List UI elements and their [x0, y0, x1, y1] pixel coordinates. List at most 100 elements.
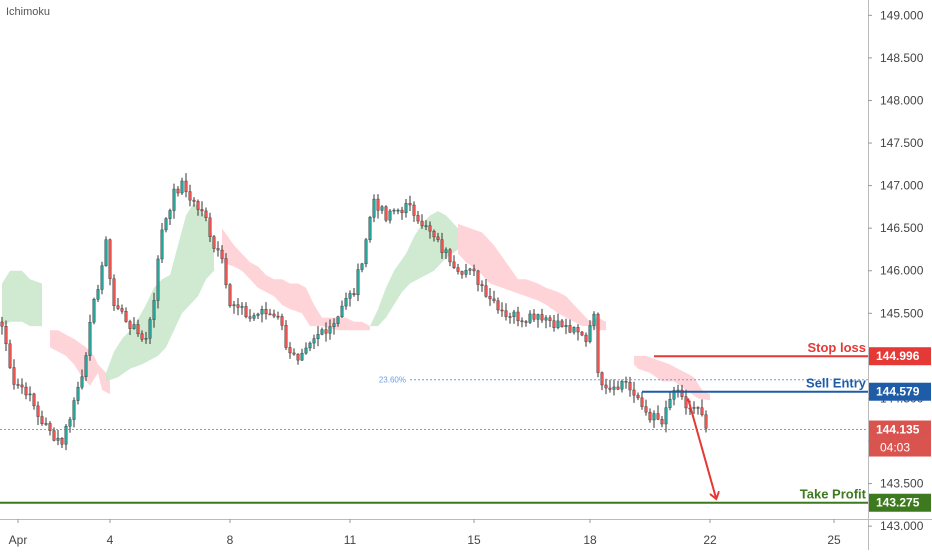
x-tick-label: Apr: [9, 533, 28, 547]
candle-body: [640, 397, 644, 407]
candle-body: [664, 407, 668, 425]
x-tick-label: 4: [107, 533, 114, 547]
candle-body: [16, 384, 20, 386]
candle-body: [228, 284, 232, 307]
candle-body: [300, 352, 304, 361]
candle-body: [584, 334, 588, 342]
candle-body: [652, 413, 656, 421]
candle-body: [140, 333, 144, 340]
candle-body: [344, 298, 348, 307]
candle-body: [196, 201, 200, 210]
candle-body: [396, 209, 400, 212]
candle-body: [96, 289, 100, 300]
candle-body: [444, 249, 448, 253]
candle-body: [36, 405, 40, 417]
y-tick-label: 146.500: [880, 221, 924, 235]
candle-body: [656, 413, 660, 420]
candle-body: [60, 438, 64, 445]
candle-body: [332, 323, 336, 327]
candle-body: [432, 230, 436, 238]
candle-body: [424, 225, 428, 227]
candle-body: [500, 309, 504, 312]
candle-body: [256, 313, 260, 316]
candle-body: [680, 389, 684, 397]
candle-body: [588, 325, 592, 342]
candle-body: [232, 304, 236, 307]
candle-body: [504, 310, 508, 317]
candle-body: [568, 325, 572, 333]
ichimoku-cloud-bull: [2, 270, 42, 327]
candle-body: [408, 203, 412, 206]
candle-body: [476, 270, 480, 285]
candle-body: [480, 284, 484, 286]
candle-body: [0, 321, 4, 327]
candle-body: [592, 313, 596, 326]
candle-body: [92, 298, 96, 323]
candle-body: [220, 249, 224, 259]
candle-body: [404, 203, 408, 213]
candle-body: [636, 394, 640, 399]
current-price-tag: [869, 420, 931, 439]
indicator-label[interactable]: Ichimoku: [6, 6, 51, 18]
candle-body: [628, 381, 632, 391]
candle-body: [608, 387, 612, 390]
candle-body: [212, 236, 216, 249]
candle-body: [520, 320, 524, 323]
candles: [0, 173, 708, 451]
candle-body: [276, 315, 280, 318]
candle-body: [492, 298, 496, 301]
countdown-tag-text: 04:03: [880, 441, 910, 455]
entry-label: Sell Entry: [806, 376, 867, 391]
candle-body: [672, 390, 676, 400]
candle-body: [360, 263, 364, 270]
candle-body: [684, 396, 688, 409]
candle-body: [456, 267, 460, 272]
y-tick-label: 147.000: [880, 179, 924, 193]
candle-body: [496, 300, 500, 311]
candle-body: [612, 386, 616, 390]
candle-body: [236, 304, 240, 308]
ichimoku-cloud-bear: [458, 223, 606, 331]
candle-body: [72, 400, 76, 420]
candle-body: [380, 206, 384, 211]
x-tick-label: 22: [703, 533, 717, 547]
candle-body: [420, 220, 424, 227]
candle-body: [560, 320, 564, 327]
ichimoku-cloud-bull: [106, 202, 214, 382]
y-tick-label: 146.000: [880, 264, 924, 278]
candle-body: [4, 325, 8, 345]
candle-body: [448, 249, 452, 263]
candle-body: [552, 320, 556, 328]
fib-label: 23.60%: [379, 376, 406, 385]
candle-body: [28, 393, 32, 396]
candle-body: [648, 411, 652, 421]
y-tick-label: 148.500: [880, 51, 924, 65]
take_profit-tag: [869, 493, 931, 512]
candle-body: [32, 393, 36, 407]
current-price-tag-text: 144.135: [876, 423, 920, 437]
candle-body: [176, 188, 180, 194]
candle-body: [292, 352, 296, 355]
candle-body: [632, 389, 636, 396]
candle-body: [188, 191, 192, 201]
ichimoku-cloud-bear: [50, 330, 110, 395]
ichimoku-cloud-bull: [370, 211, 458, 327]
candle-body: [132, 324, 136, 329]
candle-body: [204, 210, 208, 219]
candle-body: [144, 338, 148, 340]
candle-body: [668, 398, 672, 408]
candle-body: [692, 407, 696, 409]
candle-body: [268, 313, 272, 316]
take_profit-tag-text: 143.275: [876, 496, 920, 510]
candle-body: [620, 381, 624, 390]
candle-body: [512, 311, 516, 318]
candle-body: [412, 204, 416, 216]
candle-body: [116, 305, 120, 309]
candle-body: [24, 386, 28, 396]
candle-body: [488, 296, 492, 300]
candle-body: [436, 236, 440, 240]
candle-body: [128, 321, 132, 329]
candle-body: [528, 313, 532, 323]
